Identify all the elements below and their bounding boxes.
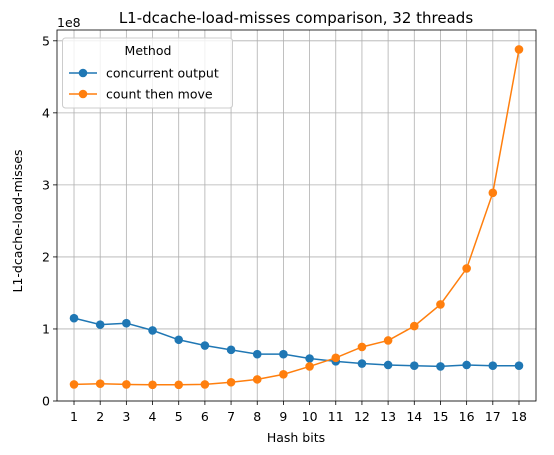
data-point	[409, 361, 419, 371]
data-point	[148, 380, 157, 390]
x-tick-label: 7	[227, 409, 235, 424]
data-point	[95, 379, 105, 389]
x-tick-label: 16	[459, 409, 475, 424]
x-tick-label: 9	[279, 409, 287, 424]
data-point	[514, 361, 524, 371]
data-point	[174, 335, 184, 345]
y-tick-label: 2	[42, 249, 50, 264]
x-tick-label: 8	[253, 409, 261, 424]
data-point	[383, 336, 393, 345]
x-tick-label: 11	[328, 409, 344, 424]
data-point	[357, 342, 367, 352]
data-point	[305, 354, 314, 363]
series-layer	[69, 45, 524, 390]
legend-label: count then move	[106, 87, 213, 102]
x-tick-label: 5	[175, 409, 183, 424]
y-tick-label: 4	[42, 105, 50, 120]
data-point	[305, 362, 314, 371]
data-point	[200, 341, 210, 350]
y-axis-label: L1-dcache-load-misses	[10, 150, 25, 293]
x-tick-label: 3	[122, 409, 130, 424]
series-line	[73, 49, 520, 386]
legend-marker	[78, 68, 88, 78]
x-tick-label: 15	[433, 409, 449, 424]
data-point	[252, 349, 262, 359]
data-point	[462, 360, 471, 370]
data-point	[200, 380, 210, 389]
x-tick-label: 2	[96, 409, 104, 424]
series-count-then-move	[69, 45, 524, 390]
x-tick-label: 4	[149, 409, 157, 424]
y-scale-label: 1e8	[57, 15, 81, 30]
data-point	[279, 370, 288, 379]
legend-label: concurrent output	[106, 66, 219, 81]
data-point	[226, 345, 236, 355]
data-point	[383, 360, 393, 370]
y-tick-label: 1	[42, 321, 50, 336]
x-tick-label: 14	[406, 409, 422, 424]
x-tick-label: 6	[201, 409, 209, 424]
legend-entry: count then move	[69, 87, 213, 102]
legend-entry: concurrent output	[69, 66, 219, 81]
data-point	[488, 188, 498, 198]
data-point	[174, 380, 184, 390]
data-point	[409, 321, 419, 331]
data-point	[357, 359, 367, 368]
x-axis-label: Hash bits	[267, 430, 325, 445]
data-point	[226, 377, 236, 387]
data-point	[69, 313, 79, 323]
y-tick-label: 5	[42, 33, 50, 48]
legend-title: Method	[125, 43, 172, 58]
chart-title: L1-dcache-load-misses comparison, 32 thr…	[119, 9, 474, 27]
data-point	[148, 326, 157, 335]
data-point	[488, 361, 498, 371]
legend-marker	[78, 89, 88, 99]
x-tick-label: 13	[380, 409, 396, 424]
data-point	[436, 300, 445, 309]
data-point	[462, 264, 471, 273]
series-line	[73, 317, 519, 368]
x-tick-label: 12	[354, 409, 370, 424]
data-point	[252, 375, 262, 384]
legend: Method concurrent output count then move	[62, 37, 233, 109]
data-point	[436, 362, 445, 371]
x-tick-label: 17	[485, 409, 501, 424]
x-tick-label: 10	[302, 409, 318, 424]
legend-box	[62, 37, 233, 109]
data-point	[279, 349, 288, 359]
x-tick-label: 1	[70, 409, 78, 424]
data-point	[514, 45, 524, 54]
data-point	[122, 318, 131, 328]
x-tick-label: 18	[511, 409, 527, 424]
data-point	[69, 380, 79, 389]
data-point	[331, 353, 341, 363]
data-point	[122, 380, 131, 389]
y-tick-label: 3	[42, 177, 50, 192]
plot-frame	[56, 29, 537, 402]
y-tick-label: 0	[42, 394, 50, 409]
data-point	[95, 320, 105, 329]
